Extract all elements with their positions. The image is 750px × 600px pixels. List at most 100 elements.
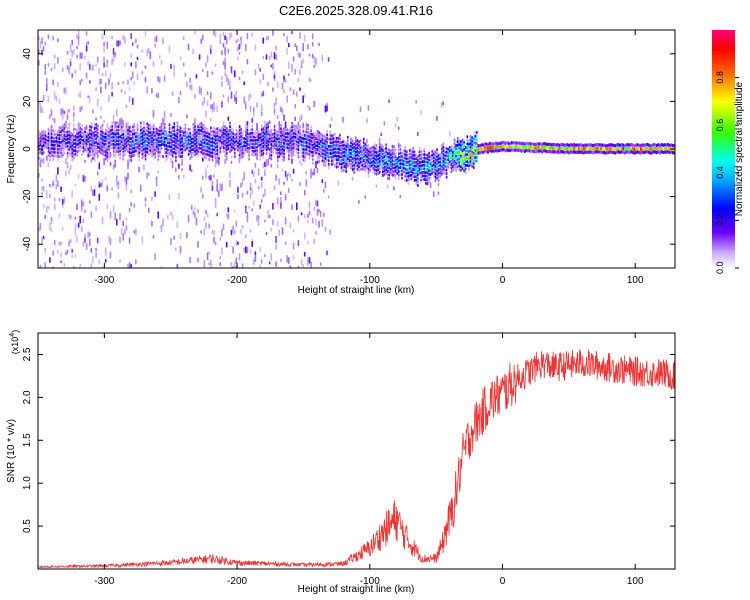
heatmap-cell <box>447 161 450 166</box>
heatmap-cell <box>273 70 276 76</box>
heatmap-cell <box>176 124 179 128</box>
heatmap-cell <box>351 143 354 147</box>
heatmap-cell <box>179 148 182 152</box>
heatmap-cell <box>609 150 612 154</box>
heatmap-cell <box>68 122 71 126</box>
heatmap-cell <box>375 169 378 173</box>
heatmap-cell <box>125 225 128 231</box>
heatmap-cell <box>222 121 225 125</box>
heatmap-cell <box>82 142 85 146</box>
heatmap-cell <box>300 140 303 144</box>
heatmap-cell <box>296 124 298 129</box>
heatmap-cell <box>143 137 145 141</box>
heatmap-cell <box>318 145 321 149</box>
heatmap-cell <box>211 184 214 191</box>
heatmap-cell <box>219 256 222 260</box>
heatmap-cell <box>240 145 242 149</box>
heatmap-cell <box>346 135 349 139</box>
heatmap-cell <box>506 141 508 145</box>
heatmap-cell <box>292 168 295 174</box>
heatmap-cell <box>388 152 391 156</box>
heatmap-cell <box>469 134 472 138</box>
heatmap-cell <box>205 110 207 118</box>
heatmap-cell <box>377 161 379 165</box>
heatmap-cell <box>61 128 64 132</box>
heatmap-cell <box>276 141 279 148</box>
heatmap-cell <box>182 136 185 144</box>
heatmap-cell <box>340 151 343 155</box>
heatmap-cell <box>292 148 295 154</box>
heatmap-cell <box>450 166 453 170</box>
heatmap-cell <box>147 123 150 127</box>
heatmap-cell <box>525 149 528 153</box>
heatmap-cell <box>412 160 414 165</box>
heatmap-cell <box>303 151 306 158</box>
heatmap-cell <box>184 148 187 152</box>
heatmap-cell <box>397 126 400 130</box>
heatmap-cell <box>225 155 228 161</box>
heatmap-cell <box>308 138 311 142</box>
heatmap-cell <box>469 156 472 160</box>
heatmap-cell <box>593 150 596 154</box>
heatmap-cell <box>135 145 137 149</box>
heatmap-cell <box>606 147 609 151</box>
heatmap-cell <box>491 145 494 149</box>
heatmap-cell <box>394 165 397 169</box>
heatmap-cell <box>294 135 297 139</box>
heatmap-cell <box>412 157 414 161</box>
heatmap-cell <box>179 90 182 95</box>
heatmap-cell <box>60 147 62 151</box>
heatmap-cell <box>354 154 357 158</box>
heatmap-cell <box>66 114 69 121</box>
heatmap-cell <box>112 114 115 119</box>
heatmap-cell <box>549 146 551 150</box>
heatmap-cell <box>61 153 64 157</box>
heatmap-cell <box>206 100 209 107</box>
heatmap-cell <box>132 143 134 147</box>
heatmap-cell <box>595 143 598 147</box>
heatmap-cell <box>249 131 252 135</box>
heatmap-cell <box>530 149 532 153</box>
heatmap-cell <box>359 142 362 146</box>
heatmap-cell <box>208 158 210 162</box>
heatmap-cell <box>383 121 386 126</box>
heatmap-cell <box>604 151 607 155</box>
heatmap-cell <box>132 146 134 151</box>
heatmap-cell <box>138 151 141 155</box>
heatmap-cell <box>92 109 94 114</box>
heatmap-cell <box>127 121 129 125</box>
heatmap-cell <box>101 141 104 145</box>
heatmap-cell <box>463 147 465 152</box>
heatmap-cell <box>286 47 288 55</box>
heatmap-cell <box>89 149 91 154</box>
heatmap-cell <box>109 161 112 166</box>
heatmap-cell <box>267 139 270 143</box>
heatmap-cell <box>104 176 107 181</box>
heatmap-cell <box>237 46 239 51</box>
heatmap-cell <box>265 159 268 167</box>
heatmap-cell <box>77 39 80 46</box>
heatmap-cell <box>415 160 418 164</box>
heatmap-cell <box>240 131 242 135</box>
heatmap-cell <box>372 159 375 163</box>
heatmap-cell <box>216 183 218 192</box>
heatmap-cell <box>662 147 665 151</box>
heatmap-cell <box>311 136 314 140</box>
heatmap-cell <box>388 148 391 152</box>
heatmap-cell <box>202 34 204 41</box>
heatmap-cell <box>364 150 367 154</box>
heatmap-cell <box>335 151 338 155</box>
heatmap-cell <box>214 63 217 67</box>
heatmap-cell <box>58 213 61 218</box>
heatmap-cell <box>452 168 454 172</box>
heatmap-cell <box>364 160 367 165</box>
heatmap-cell <box>394 148 397 152</box>
heatmap-cell <box>73 112 75 117</box>
heatmap-cell <box>240 138 242 142</box>
heatmap-cell <box>53 129 56 133</box>
heatmap-cell <box>351 176 354 181</box>
heatmap-cell <box>117 125 120 129</box>
heatmap-cell <box>385 157 387 161</box>
heatmap-cell <box>46 135 48 139</box>
heatmap-cell <box>197 241 199 248</box>
